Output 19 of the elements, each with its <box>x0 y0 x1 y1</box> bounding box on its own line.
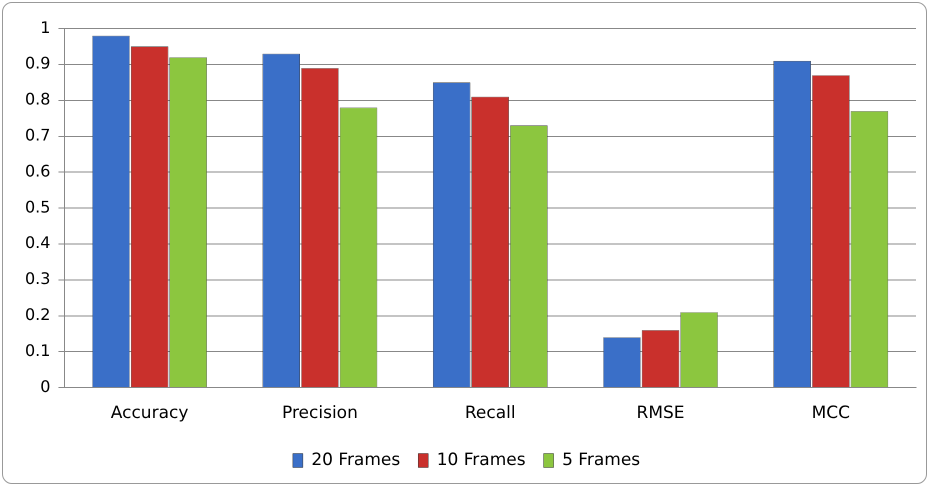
x-tick-label: Accuracy <box>110 403 188 424</box>
legend-label: 20 Frames <box>311 450 400 470</box>
y-tick-label: 0.8 <box>24 90 50 109</box>
x-tick-label: RMSE <box>636 403 685 424</box>
y-tick-label: 0.9 <box>24 54 50 73</box>
y-tick-label: 0 <box>40 376 50 396</box>
x-tick-label: Recall <box>464 403 516 424</box>
y-tick-label: 0.2 <box>24 304 50 324</box>
y-tick-label: 0.3 <box>24 269 50 288</box>
y-tick-label: 0.5 <box>24 197 50 216</box>
y-tick-label: 0.6 <box>24 161 50 180</box>
y-tick-label: 0.7 <box>24 125 50 144</box>
legend-label: 5 Frames <box>562 450 640 470</box>
y-tick-label: 1 <box>40 18 50 37</box>
y-tick-label: 0.4 <box>24 233 50 252</box>
y-tick-label: 0.1 <box>24 340 50 360</box>
x-tick-label: MCC <box>812 403 850 424</box>
legend-label: 10 Frames <box>436 450 526 470</box>
x-tick-label: Precision <box>282 403 358 424</box>
